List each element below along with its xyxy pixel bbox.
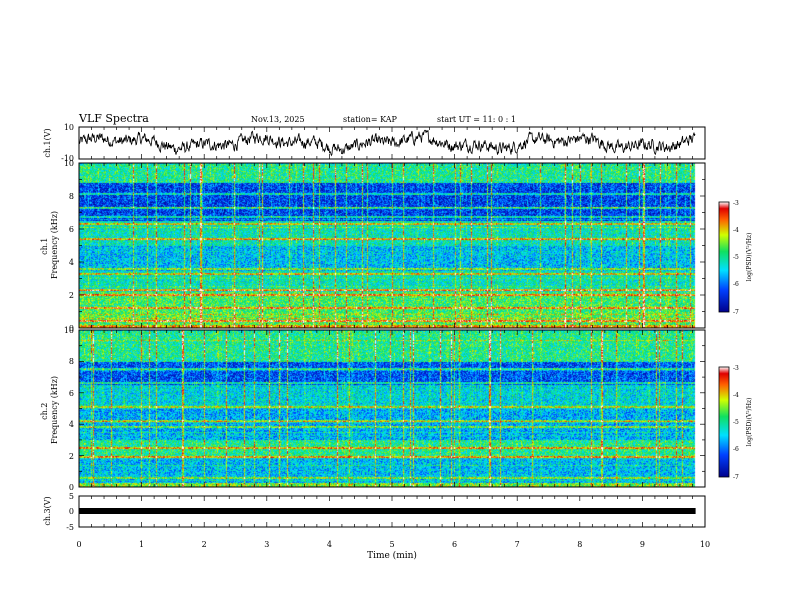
ch1-colorbar (718, 201, 730, 313)
ch1-waveform-line (78, 129, 696, 157)
ch2-spectrogram-image (79, 330, 705, 487)
ch2-spec-ytick-10: 10 (64, 326, 74, 335)
ch1-spec-ytick-8: 8 (69, 192, 74, 201)
ch1-cbar-label: log(PSD)(V²/Hz) (746, 233, 753, 282)
x-tick-label: 9 (640, 540, 645, 549)
ch2-spec-ylabel: ch.2 Frequency (kHz) (40, 376, 59, 444)
ch3-ticks (78, 496, 706, 527)
ch1-cbar-tick-m3: -3 (733, 200, 739, 207)
ch2-spec-ytick-6: 6 (69, 389, 74, 398)
x-tick-label: 0 (76, 540, 81, 549)
ch3-waveform-line (79, 508, 696, 514)
figure-title: VLF Spectra (78, 112, 149, 125)
ch1-ytick-top: 10 (64, 123, 74, 132)
ch2-spec-ylabel-channel: ch.2 (40, 403, 49, 420)
ch1-cbar-tick-m7: -7 (733, 309, 739, 316)
x-tick-label: 5 (389, 540, 394, 549)
ch2-cbar-tick-m5: -5 (733, 419, 739, 426)
ch3-ytick-5: 5 (69, 492, 74, 501)
start-time-label: start UT = 11: 0 : 1 (437, 115, 516, 124)
ch3-ytick-m5: -5 (66, 523, 74, 532)
ch2-spectrogram-panel: 0 2 4 6 8 10 ch.2 Frequency (kHz) -3 -4 … (40, 326, 753, 492)
ch1-ticks (78, 127, 706, 159)
ch2-cbar-tick-m6: -6 (733, 446, 739, 453)
ch1-spec-ticks (78, 162, 706, 329)
ch1-spec-ytick-2: 2 (69, 291, 74, 300)
date-label: Nov.13, 2025 (251, 115, 305, 124)
ch1-ytick-bottom: -10 (61, 154, 74, 163)
x-tick-label: 4 (327, 540, 332, 549)
ch1-spec-ylabel-channel: ch.1 (40, 238, 49, 255)
ch3-waveform-panel: 5 0 -5 ch.3(V) 0 1 2 3 4 5 6 7 8 9 10 Time (min) (43, 492, 710, 561)
x-tick-label: 6 (452, 540, 457, 549)
ch2-spec-ytick-0: 0 (69, 483, 74, 492)
ch1-cbar-tick-m6: -6 (733, 281, 739, 288)
ch1-spec-ytick-0: 0 (69, 324, 74, 333)
ch2-spec-ytick-2: 2 (69, 452, 74, 461)
ch2-cbar-tick-m7: -7 (733, 474, 739, 481)
ch2-spec-ytick-4: 4 (69, 420, 74, 429)
x-tick-label: 8 (577, 540, 582, 549)
ch1-spec-ylabel: ch.1 Frequency (kHz) (40, 211, 59, 279)
ch1-waveform-panel: 10 -10 ch.1(V) (43, 123, 706, 163)
x-tick-labels: 0 1 2 3 4 5 6 7 8 9 10 (76, 540, 710, 549)
ch1-spectrogram-panel: 0 2 4 6 8 10 ch.1 Frequency (kHz) -3 -4 … (40, 159, 753, 333)
ch1-ylabel: ch.1(V) (43, 128, 52, 157)
ch1-spec-ytick-10: 10 (64, 159, 74, 168)
ch3-ylabel: ch.3(V) (43, 496, 52, 525)
x-axis-label: Time (min) (367, 550, 417, 561)
x-tick-label: 10 (700, 540, 710, 549)
ch1-cbar-tick-m5: -5 (733, 254, 739, 261)
ch2-spec-ytick-8: 8 (69, 357, 74, 366)
ch2-cbar-tick-m4: -4 (733, 392, 739, 399)
ch3-ytick-0: 0 (69, 507, 74, 516)
ch1-cbar-tick-m4: -4 (733, 227, 739, 234)
x-tick-label: 2 (202, 540, 207, 549)
x-tick-label: 7 (515, 540, 520, 549)
ch2-cbar-label: log(PSD)(V²/Hz) (746, 398, 753, 447)
x-tick-label: 3 (264, 540, 269, 549)
station-label: station= KAP (343, 115, 398, 124)
ch2-cbar-tick-m3: -3 (733, 365, 739, 372)
ch1-spec-ylabel-freq: Frequency (kHz) (50, 211, 59, 279)
ch2-spec-ticks (78, 329, 706, 488)
ch1-spec-ytick-4: 4 (69, 258, 74, 267)
ch2-spec-ylabel-freq: Frequency (kHz) (50, 376, 59, 444)
ch2-colorbar (718, 366, 730, 478)
ch1-spec-ytick-6: 6 (69, 225, 74, 234)
ch1-spectrogram-image (79, 163, 705, 328)
x-tick-label: 1 (139, 540, 144, 549)
